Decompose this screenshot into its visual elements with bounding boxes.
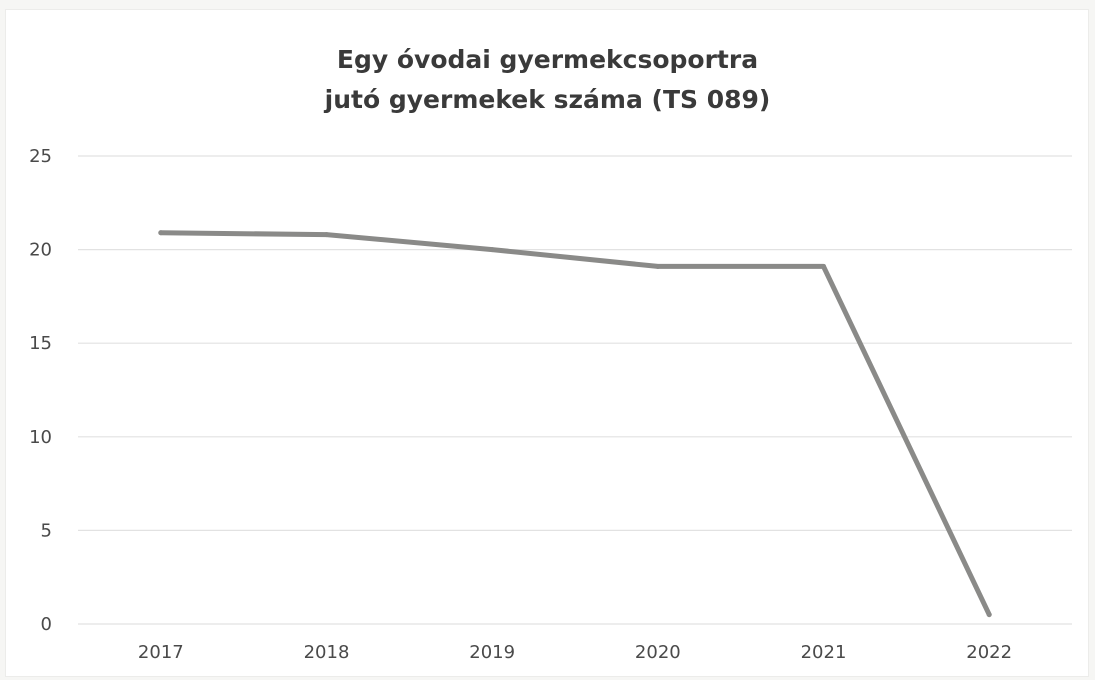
y-tick-label: 10 (29, 427, 52, 448)
y-axis-tick-labels: 0 5 10 15 20 25 (29, 146, 52, 635)
y-tick-label: 0 (41, 614, 52, 635)
y-tick-label: 15 (29, 333, 52, 354)
y-tick-label: 25 (29, 146, 52, 167)
chart-title-line-1: Egy óvodai gyermekcsoportra (336, 45, 759, 74)
chart-title: Egy óvodai gyermekcsoportra jutó gyermek… (0, 40, 1095, 120)
data-point (324, 232, 329, 238)
x-axis-tick-labels: 2017 2018 2019 2020 2021 2022 (138, 642, 1012, 663)
data-point (986, 612, 992, 618)
x-tick-label: 2019 (469, 642, 515, 663)
x-tick-label: 2020 (635, 642, 681, 663)
data-point (655, 263, 661, 269)
y-tick-label: 5 (41, 520, 52, 541)
data-point (158, 230, 164, 236)
x-tick-label: 2018 (304, 642, 350, 663)
x-tick-label: 2022 (966, 642, 1012, 663)
series-layer (158, 230, 992, 618)
chart-title-line-2: jutó gyermekek száma (TS 089) (324, 85, 771, 114)
x-tick-label: 2017 (138, 642, 184, 663)
gridlines (78, 155, 1072, 625)
y-tick-label: 20 (29, 240, 52, 261)
x-tick-label: 2021 (801, 642, 847, 663)
data-point (821, 263, 826, 269)
series-line-0 (158, 230, 992, 618)
data-point (489, 247, 495, 253)
